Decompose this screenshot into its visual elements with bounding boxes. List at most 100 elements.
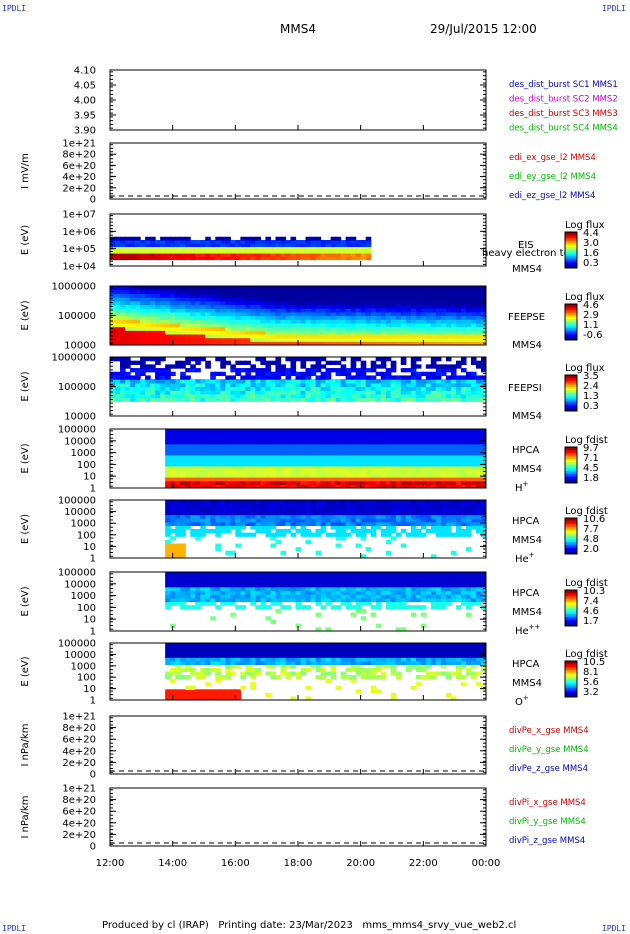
spectrogram-cell — [285, 447, 292, 452]
spectrogram-cell — [215, 382, 221, 388]
spectrogram-cell — [440, 337, 447, 342]
spectrogram-cell — [390, 289, 397, 294]
spectrogram-cell — [195, 518, 201, 523]
spectrogram-cell — [265, 360, 272, 365]
spectrogram-cell — [215, 529, 221, 534]
spectrogram-cell — [425, 330, 432, 335]
spectrogram-cell — [255, 510, 261, 516]
spectrogram-cell — [345, 322, 352, 328]
spectrogram-cell — [165, 484, 171, 488]
spectrogram-cell — [170, 364, 176, 369]
spectrogram-cell — [455, 440, 462, 445]
spectrogram-cell — [185, 594, 191, 599]
spectrogram-cell — [275, 397, 282, 402]
spectrogram-cell — [170, 256, 176, 261]
spectrogram-cell — [370, 510, 377, 516]
spectrogram-cell — [375, 319, 382, 324]
spectrogram-cell — [460, 484, 467, 488]
spectrogram-cell — [135, 289, 141, 294]
spectrogram-cell — [440, 386, 447, 391]
spectrogram-cell — [220, 293, 226, 298]
spectrogram-cell — [180, 601, 186, 606]
spectrogram-cell — [225, 525, 231, 530]
spectrogram-cell — [400, 357, 407, 362]
spectrogram-cell — [255, 480, 261, 485]
spectrogram-cell — [320, 364, 327, 369]
spectrogram-cell — [155, 397, 161, 402]
spectrogram-cell — [370, 322, 377, 328]
spectrogram-cell — [205, 476, 211, 482]
spectrogram-cell — [345, 429, 352, 434]
spectrogram-cell — [300, 379, 307, 384]
spectrogram-cell — [170, 529, 176, 534]
colorbar-title: Log fdist — [565, 435, 608, 446]
spectrogram-cell — [255, 465, 261, 471]
spectrogram-cell — [460, 458, 467, 463]
spectrogram-cell — [180, 432, 186, 437]
spectrogram-cell — [235, 480, 241, 485]
spectrogram-cell — [360, 521, 367, 526]
spectrogram-cell — [215, 326, 221, 331]
spectrogram-cell — [380, 304, 387, 309]
spectrogram-cell — [255, 597, 261, 603]
spectrogram-cell — [465, 480, 472, 485]
spectrogram-cell — [190, 597, 196, 603]
spectrogram-cell — [140, 293, 146, 298]
spectrogram-cell — [190, 315, 196, 320]
spectrogram-cell — [340, 256, 347, 261]
spectrogram-cell — [190, 333, 196, 339]
spectrogram-cell — [275, 330, 282, 335]
spectrogram-cell — [330, 514, 337, 519]
spectrogram-cell — [370, 465, 377, 471]
spectrogram-cell — [140, 371, 146, 377]
colorbar-frame — [564, 303, 578, 341]
spectrogram-cell — [315, 382, 322, 388]
spectrogram-cell — [380, 451, 387, 456]
spectrogram-cell — [190, 454, 196, 460]
spectrogram-cell — [180, 326, 186, 331]
spectrogram-cell — [235, 240, 241, 244]
spectrogram-cell — [170, 386, 176, 391]
spectrogram-cell — [450, 469, 457, 474]
spectrogram-cell — [180, 458, 186, 463]
spectrogram-cell — [300, 503, 307, 508]
spectrogram-cell — [430, 364, 437, 369]
spectrogram-cell — [195, 319, 201, 324]
spectrogram-cell — [360, 319, 367, 324]
spectrogram-cell — [270, 601, 277, 606]
spectrogram-cell — [220, 243, 226, 248]
spectrogram-cell — [455, 436, 462, 441]
spectrogram-cell — [315, 397, 322, 402]
spectrogram-cell — [290, 447, 297, 452]
spectrogram-cell — [390, 429, 397, 434]
spectrogram-cell — [360, 503, 367, 508]
spectrogram-cell — [240, 289, 246, 294]
spectrogram-cell — [175, 583, 181, 588]
spectrogram-cell — [200, 462, 206, 467]
spectrogram-cell — [270, 246, 277, 251]
spectrogram-cell — [465, 465, 472, 471]
spectrogram-cell — [250, 297, 256, 302]
spectrogram-cell — [345, 243, 352, 248]
spectrogram-cell — [435, 371, 442, 377]
spectrogram-cell — [295, 579, 302, 584]
spectrogram-cell — [425, 297, 432, 302]
spectrogram-cell — [245, 308, 251, 313]
spectrogram-cell — [190, 297, 196, 302]
spectrogram-cell — [370, 333, 377, 339]
spectrogram-cell — [280, 337, 287, 342]
spectrogram-cell — [370, 293, 377, 298]
spectrogram-cell — [475, 311, 482, 317]
spectrogram-cell — [375, 300, 382, 306]
spectrogram-cell — [230, 286, 236, 291]
spectrogram-cell — [165, 315, 171, 320]
spectrogram-cell — [255, 529, 261, 534]
spectrogram-cell — [270, 454, 277, 460]
spectrogram-cell — [345, 476, 352, 482]
spectrogram-cell — [315, 503, 322, 508]
spectrogram-cell — [280, 246, 287, 251]
spectrogram-cell — [230, 476, 236, 482]
spectrogram-cell — [260, 447, 267, 452]
spectrogram-cell — [295, 319, 302, 324]
spectrogram-cell — [385, 454, 392, 460]
